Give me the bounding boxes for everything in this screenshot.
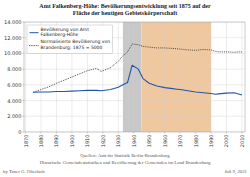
tick-label-x: 1880 bbox=[38, 135, 44, 148]
plot-background bbox=[24, 22, 245, 132]
period-span bbox=[123, 22, 142, 132]
tick-label-y: 2.000 bbox=[7, 113, 21, 119]
grid-line-x bbox=[241, 22, 242, 132]
tick-x bbox=[149, 132, 150, 134]
tick-label-y: 10.000 bbox=[4, 50, 22, 56]
tick-y bbox=[23, 53, 25, 54]
grid-line-x bbox=[133, 22, 134, 132]
tick-x bbox=[41, 132, 42, 134]
grid-line-x bbox=[118, 22, 119, 132]
tick-y bbox=[23, 37, 25, 38]
tick-y bbox=[23, 100, 25, 101]
grid-line-y bbox=[24, 69, 245, 70]
tick-label-y: 0 bbox=[18, 129, 21, 135]
legend-label-line: Brandenburg: 1875 = 5000 bbox=[41, 45, 103, 50]
annotation: Juli 9, 2021 bbox=[224, 169, 247, 175]
tick-label-y: 8.000 bbox=[7, 66, 21, 72]
tick-label-x: 2010 bbox=[239, 135, 245, 148]
grid-line-y bbox=[24, 116, 245, 117]
tick-x bbox=[118, 132, 119, 134]
grid-line-x bbox=[25, 22, 26, 132]
legend-swatch bbox=[30, 45, 39, 46]
tick-label-x: 1870 bbox=[23, 135, 29, 148]
tick-label-x: 1940 bbox=[131, 135, 137, 148]
tick-y bbox=[23, 84, 25, 85]
tick-x bbox=[87, 132, 88, 134]
title-line: Fläche der heutigen Gebietskörperschaft bbox=[73, 10, 177, 16]
tick-x bbox=[102, 132, 103, 134]
tick-label-x: 1990 bbox=[208, 135, 214, 148]
plot-area bbox=[24, 22, 245, 132]
tick-y bbox=[23, 132, 25, 133]
tick-label-y: 6.000 bbox=[7, 82, 21, 88]
grid-line-x bbox=[149, 22, 150, 132]
title: Amt Falkenberg-Höhe: Bevölkerungsentwick… bbox=[39, 3, 211, 16]
tick-label-x: 1970 bbox=[177, 135, 183, 148]
tick-label-y: 12.000 bbox=[4, 35, 22, 41]
grid-line-x bbox=[195, 22, 196, 132]
tick-x bbox=[25, 132, 26, 134]
tick-x bbox=[226, 132, 227, 134]
grid-line-x bbox=[164, 22, 165, 132]
tick-x bbox=[195, 132, 196, 134]
tick-x bbox=[241, 132, 242, 134]
legend: Bevölkerung von AmtFalkenberg-Höhe Normal… bbox=[27, 25, 113, 53]
tick-label-x: 1960 bbox=[162, 135, 168, 148]
tick-x bbox=[164, 132, 165, 134]
series-line bbox=[33, 65, 242, 95]
plot-frame bbox=[24, 22, 245, 132]
tick-label-x: 2000 bbox=[223, 135, 229, 148]
annotation: Quellen: Amt für Statistik Berlin-Brande… bbox=[80, 153, 170, 158]
tick-x bbox=[211, 132, 212, 134]
title-line: Amt Falkenberg-Höhe: Bevölkerungsentwick… bbox=[39, 3, 211, 9]
legend-label: Bevölkerung von AmtFalkenberg-Höhe bbox=[41, 27, 90, 37]
tick-y bbox=[23, 69, 25, 70]
tick-x bbox=[180, 132, 181, 134]
tick-label-x: 1930 bbox=[115, 135, 121, 148]
grid-line-y bbox=[24, 84, 245, 85]
grid-line-x bbox=[180, 22, 181, 132]
tick-y bbox=[23, 22, 25, 23]
legend-label: Normalisierte Bevölkerung vonBrandenburg… bbox=[41, 40, 111, 50]
tick-x bbox=[133, 132, 134, 134]
chart: Amt Falkenberg-Höhe: Bevölkerungsentwick… bbox=[0, 0, 250, 177]
tick-label-x: 1920 bbox=[100, 135, 106, 148]
tick-y bbox=[23, 116, 25, 117]
tick-x bbox=[56, 132, 57, 134]
annotation: Historische Gemeindestatistiken und Bevö… bbox=[40, 160, 211, 165]
tick-label-y: 14.000 bbox=[4, 19, 22, 25]
period-span bbox=[141, 22, 211, 132]
tick-label-x: 1890 bbox=[53, 135, 59, 148]
tick-label-y: 4.000 bbox=[7, 98, 21, 104]
legend-box bbox=[27, 25, 113, 53]
annotation: by Taner G. Olterlach bbox=[3, 169, 45, 174]
grid-line-x bbox=[226, 22, 227, 132]
tick-label-x: 1910 bbox=[84, 135, 90, 148]
tick-label-x: 1950 bbox=[146, 135, 152, 148]
legend-swatch bbox=[30, 32, 39, 33]
grid-line-y bbox=[24, 100, 245, 101]
tick-label-x: 1980 bbox=[193, 135, 199, 148]
grid-line-x bbox=[211, 22, 212, 132]
tick-label-x: 1900 bbox=[69, 135, 75, 148]
legend-label-line: Falkenberg-Höhe bbox=[41, 32, 79, 37]
tick-x bbox=[71, 132, 72, 134]
